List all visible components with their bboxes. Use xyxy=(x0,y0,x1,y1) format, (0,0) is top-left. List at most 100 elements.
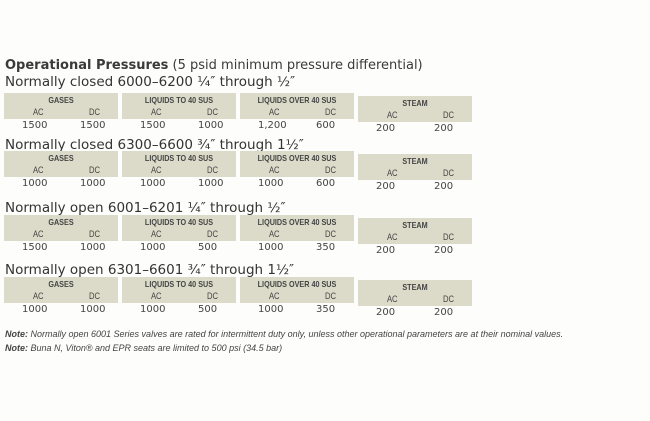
note-text: Normally open 6001 Series valves are rat… xyxy=(28,329,564,339)
dc-label: DC xyxy=(324,291,337,301)
dc-value: 1000 xyxy=(198,120,224,131)
values-row: 1000 500 xyxy=(122,241,236,255)
dc-label: DC xyxy=(442,110,455,120)
section-heading: Normally closed 6000–6200 ¼″ through ½″ xyxy=(5,74,296,90)
values-row: 200 200 xyxy=(358,180,472,194)
pressure-table: GASES AC DC 1000 1000 LIQUIDS TO 40 SUS … xyxy=(4,277,472,320)
ac-label: AC xyxy=(32,107,44,117)
dc-value: 600 xyxy=(316,178,336,189)
values-row: 1000 600 xyxy=(240,177,354,191)
note-label: Note: xyxy=(5,329,28,339)
dc-value: 1500 xyxy=(80,120,106,131)
group-header: LIQUIDS OVER 40 SUS AC DC xyxy=(240,277,354,303)
dc-value: 200 xyxy=(434,307,454,318)
section-heading: Normally closed 6300–6600 ¾″ through 1½″ xyxy=(5,137,304,153)
values-row: 1000 1000 xyxy=(4,303,118,317)
dc-label: DC xyxy=(206,165,219,175)
pressure-table: GASES AC DC 1500 1000 LIQUIDS TO 40 SUS … xyxy=(4,215,472,258)
section-heading: Normally open 6301–6601 ¾″ through 1½″ xyxy=(5,262,295,278)
dc-label: DC xyxy=(206,291,219,301)
group-liquids-over-40-sus: LIQUIDS OVER 40 SUS AC DC 1000 600 xyxy=(240,151,354,194)
group-name: GASES xyxy=(48,153,74,163)
dc-value: 1000 xyxy=(80,178,106,189)
group-name: GASES xyxy=(48,95,74,105)
group-name: LIQUIDS TO 40 SUS xyxy=(144,153,214,163)
values-row: 1000 1000 xyxy=(4,177,118,191)
dc-value: 500 xyxy=(198,304,218,315)
dc-value: 1000 xyxy=(80,242,106,253)
group-liquids-to-40-sus: LIQUIDS TO 40 SUS AC DC 1000 500 xyxy=(122,277,236,320)
group-header: LIQUIDS OVER 40 SUS AC DC xyxy=(240,93,354,119)
title-bold: Operational Pressures xyxy=(5,58,169,73)
ac-label: AC xyxy=(150,229,162,239)
group-name: STEAM xyxy=(402,220,428,230)
ac-label: AC xyxy=(386,294,398,304)
group-name: LIQUIDS OVER 40 SUS xyxy=(257,217,337,227)
dc-label: DC xyxy=(88,107,101,117)
ac-value: 200 xyxy=(376,307,396,318)
dc-label: DC xyxy=(442,232,455,242)
ac-value: 1000 xyxy=(140,304,166,315)
ac-value: 1000 xyxy=(22,178,48,189)
ac-label: AC xyxy=(150,107,162,117)
dc-value: 500 xyxy=(198,242,218,253)
dc-value: 1000 xyxy=(198,178,224,189)
dc-label: DC xyxy=(88,291,101,301)
dc-value: 600 xyxy=(316,120,336,131)
ac-label: AC xyxy=(32,229,44,239)
group-name: STEAM xyxy=(402,156,428,166)
ac-value: 1500 xyxy=(22,120,48,131)
note-1: Note: Normally open 6001 Series valves a… xyxy=(5,329,563,339)
group-gases: GASES AC DC 1500 1000 xyxy=(4,215,118,258)
ac-label: AC xyxy=(32,165,44,175)
dc-label: DC xyxy=(442,168,455,178)
dc-label: DC xyxy=(88,229,101,239)
pressure-table: GASES AC DC 1500 1500 LIQUIDS TO 40 SUS … xyxy=(4,93,472,136)
group-liquids-to-40-sus: LIQUIDS TO 40 SUS AC DC 1000 500 xyxy=(122,215,236,258)
group-header: STEAM AC DC xyxy=(358,96,472,122)
page-title: Operational Pressures (5 psid minimum pr… xyxy=(5,58,423,73)
dc-label: DC xyxy=(206,107,219,117)
group-steam: STEAM AC DC 200 200 xyxy=(358,96,472,136)
ac-label: AC xyxy=(150,291,162,301)
group-name: LIQUIDS TO 40 SUS xyxy=(144,217,214,227)
ac-value: 1000 xyxy=(140,178,166,189)
ac-value: 1000 xyxy=(258,304,284,315)
group-header: GASES AC DC xyxy=(4,151,118,177)
ac-value: 1500 xyxy=(140,120,166,131)
group-steam: STEAM AC DC 200 200 xyxy=(358,154,472,194)
note-text: Buna N, Viton® and EPR seats are limited… xyxy=(28,343,283,353)
ac-value: 1500 xyxy=(22,242,48,253)
ac-label: AC xyxy=(268,291,280,301)
group-name: GASES xyxy=(48,217,74,227)
group-header: STEAM AC DC xyxy=(358,280,472,306)
values-row: 200 200 xyxy=(358,244,472,258)
dc-label: DC xyxy=(88,165,101,175)
group-header: GASES AC DC xyxy=(4,215,118,241)
ac-value: 1000 xyxy=(258,178,284,189)
group-gases: GASES AC DC 1500 1500 xyxy=(4,93,118,136)
group-header: STEAM AC DC xyxy=(358,154,472,180)
group-name: STEAM xyxy=(402,282,428,292)
values-row: 1000 350 xyxy=(240,303,354,317)
dc-value: 200 xyxy=(434,181,454,192)
values-row: 1000 1000 xyxy=(122,177,236,191)
values-row: 1500 1500 xyxy=(4,119,118,133)
group-name: LIQUIDS OVER 40 SUS xyxy=(257,279,337,289)
group-liquids-over-40-sus: LIQUIDS OVER 40 SUS AC DC 1,200 600 xyxy=(240,93,354,136)
ac-value: 1000 xyxy=(258,242,284,253)
ac-label: AC xyxy=(268,229,280,239)
dc-value: 200 xyxy=(434,245,454,256)
ac-label: AC xyxy=(386,110,398,120)
group-gases: GASES AC DC 1000 1000 xyxy=(4,277,118,320)
pressure-table: GASES AC DC 1000 1000 LIQUIDS TO 40 SUS … xyxy=(4,151,472,194)
dc-label: DC xyxy=(324,229,337,239)
group-liquids-to-40-sus: LIQUIDS TO 40 SUS AC DC 1500 1000 xyxy=(122,93,236,136)
ac-value: 200 xyxy=(376,123,396,134)
values-row: 1000 350 xyxy=(240,241,354,255)
ac-label: AC xyxy=(386,168,398,178)
group-liquids-over-40-sus: LIQUIDS OVER 40 SUS AC DC 1000 350 xyxy=(240,277,354,320)
note-2: Note: Buna N, Viton® and EPR seats are l… xyxy=(5,343,282,353)
ac-label: AC xyxy=(32,291,44,301)
